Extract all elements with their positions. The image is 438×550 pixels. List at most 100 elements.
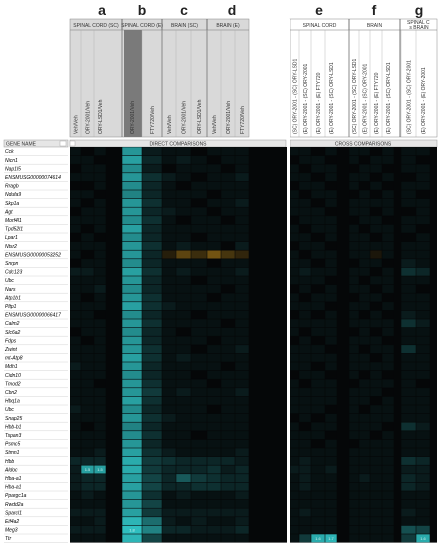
heatmap-cell [359,370,370,379]
heatmap-cell [191,250,207,259]
heatmap-cell [416,431,430,440]
heatmap-cell [290,405,299,414]
heatmap-cell [142,491,162,500]
heatmap-cell [401,517,416,526]
heatmap-cell [207,362,221,371]
gene-name: ENSMUSG00000066417 [5,313,61,319]
heatmap-cell [401,456,416,465]
heatmap-cell [70,499,81,508]
heatmap-cell [325,413,337,422]
heatmap-cell [122,396,142,405]
heatmap-cell [416,207,430,216]
heatmap-cell [207,147,221,156]
heatmap-cell [142,448,162,457]
heatmap-cell [349,482,359,491]
column-headers: Veh/Veh ORY-2001/Veh ORY-LSD1/Veh ORY-2001/… [74,58,428,134]
heatmap-cell [349,293,359,302]
heatmap-cell [162,224,176,233]
heatmap-cell [207,259,221,268]
heatmap-cell [162,147,176,156]
heatmap-cell [349,370,359,379]
heatmap-cell [162,474,176,483]
heatmap-cell [94,482,106,491]
heatmap-cell [401,448,416,457]
heatmap-cell [81,267,94,276]
heatmap-cell [191,379,207,388]
group-label: SPINAL CORD (SC) [73,23,119,29]
heatmap-cell [311,327,325,336]
heatmap-cell [94,499,106,508]
heatmap-cell [290,259,299,268]
heatmap-cell [122,147,142,156]
heatmap-cell [142,181,162,190]
heatmap-cell [359,499,370,508]
heatmap-cell [299,259,311,268]
panel-letter-b: b [138,2,147,18]
heatmap-cell [221,259,235,268]
heatmap-cell [359,413,370,422]
heatmap-cell [349,388,359,397]
heatmap-cell [81,379,94,388]
heatmap-cell [81,482,94,491]
heatmap-cell [290,491,299,500]
heatmap-cell [359,362,370,371]
heatmap-cell [191,405,207,414]
heatmap-cell [416,439,430,448]
heatmap-cell [325,362,337,371]
heatmap-cell [207,474,221,483]
heatmap-cell [401,259,416,268]
heatmap-cell [207,413,221,422]
heatmap-cell [382,302,394,311]
heatmap-cell [359,233,370,242]
heatmap-cell [94,525,106,534]
heatmap-cell [94,190,106,199]
heatmap-cell [235,241,249,250]
heatmap-cell [325,190,337,199]
heatmap-cell [382,327,394,336]
panel-letter-a: a [98,2,106,18]
heatmap-cell [94,155,106,164]
heatmap-cell [176,319,191,328]
heatmap-cell [122,465,142,474]
heatmap-cell [416,181,430,190]
heatmap-cell [325,293,337,302]
heatmap-cell [122,207,142,216]
gene-name: Fdps [5,338,17,344]
heatmap-cell [311,155,325,164]
heatmap-cell [299,181,311,190]
heatmap-cell [359,173,370,182]
column-header: ORY-2001/Veh [182,101,188,134]
heatmap-cell [221,396,235,405]
heatmap-cell [81,241,94,250]
heatmap-cell [311,207,325,216]
heatmap-cell [299,448,311,457]
heatmap-cell [382,413,394,422]
heatmap-cell [290,345,299,354]
heatmap-cell [401,379,416,388]
heatmap-cell [349,190,359,199]
heatmap-cell [207,327,221,336]
heatmap-cell [70,525,81,534]
heatmap-cell [81,362,94,371]
heatmap-cell [207,439,221,448]
heatmap-cell [349,439,359,448]
heatmap-cell [416,405,430,414]
heatmap-cell [311,405,325,414]
heatmap-cell [325,302,337,311]
heatmap-cell [370,259,382,268]
heatmap-cell [370,405,382,414]
heatmap-cell [370,508,382,517]
heatmap-cell [370,431,382,440]
heatmap-cell [370,517,382,526]
heatmap-cell [299,327,311,336]
heatmap-cell [325,345,337,354]
panel-letter-e: e [315,2,323,18]
heatmap-cell [70,336,81,345]
heatmap-cell [221,181,235,190]
heatmap-cell [221,250,235,259]
heatmap-cell [70,267,81,276]
heatmap-cell [299,362,311,371]
heatmap-cell [94,508,106,517]
heatmap-cell [221,422,235,431]
heatmap-cell [70,388,81,397]
